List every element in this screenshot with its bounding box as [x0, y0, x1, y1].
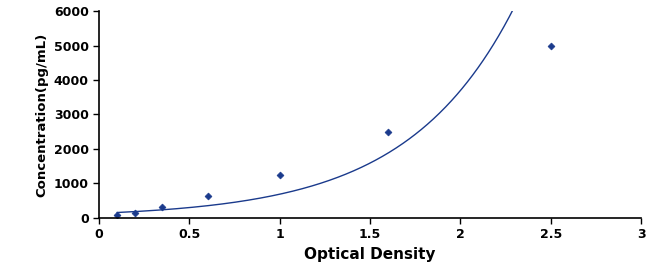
- X-axis label: Optical Density: Optical Density: [305, 247, 436, 262]
- Y-axis label: Concentration(pg/mL): Concentration(pg/mL): [35, 32, 48, 196]
